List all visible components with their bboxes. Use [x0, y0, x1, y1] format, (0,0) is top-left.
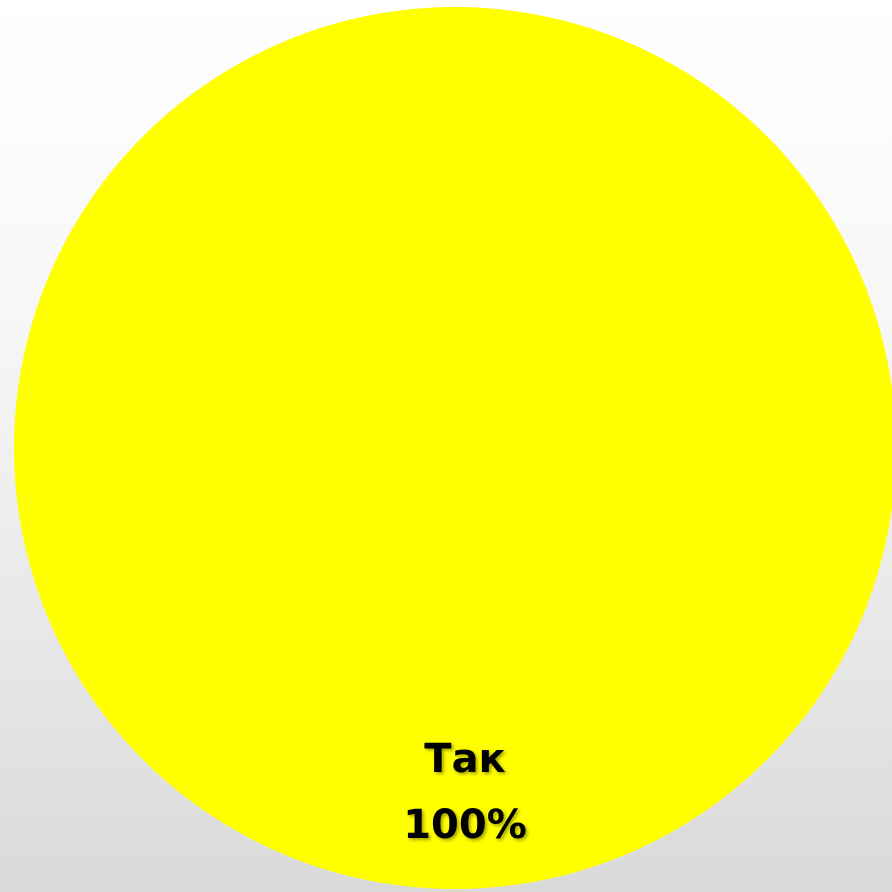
pie-slice: [14, 7, 892, 889]
slice-category-label: Так: [424, 736, 505, 782]
pie-slices: [14, 7, 892, 889]
slice-value-label: 100%: [403, 802, 527, 848]
pie-labels: Так 100%: [403, 736, 527, 848]
